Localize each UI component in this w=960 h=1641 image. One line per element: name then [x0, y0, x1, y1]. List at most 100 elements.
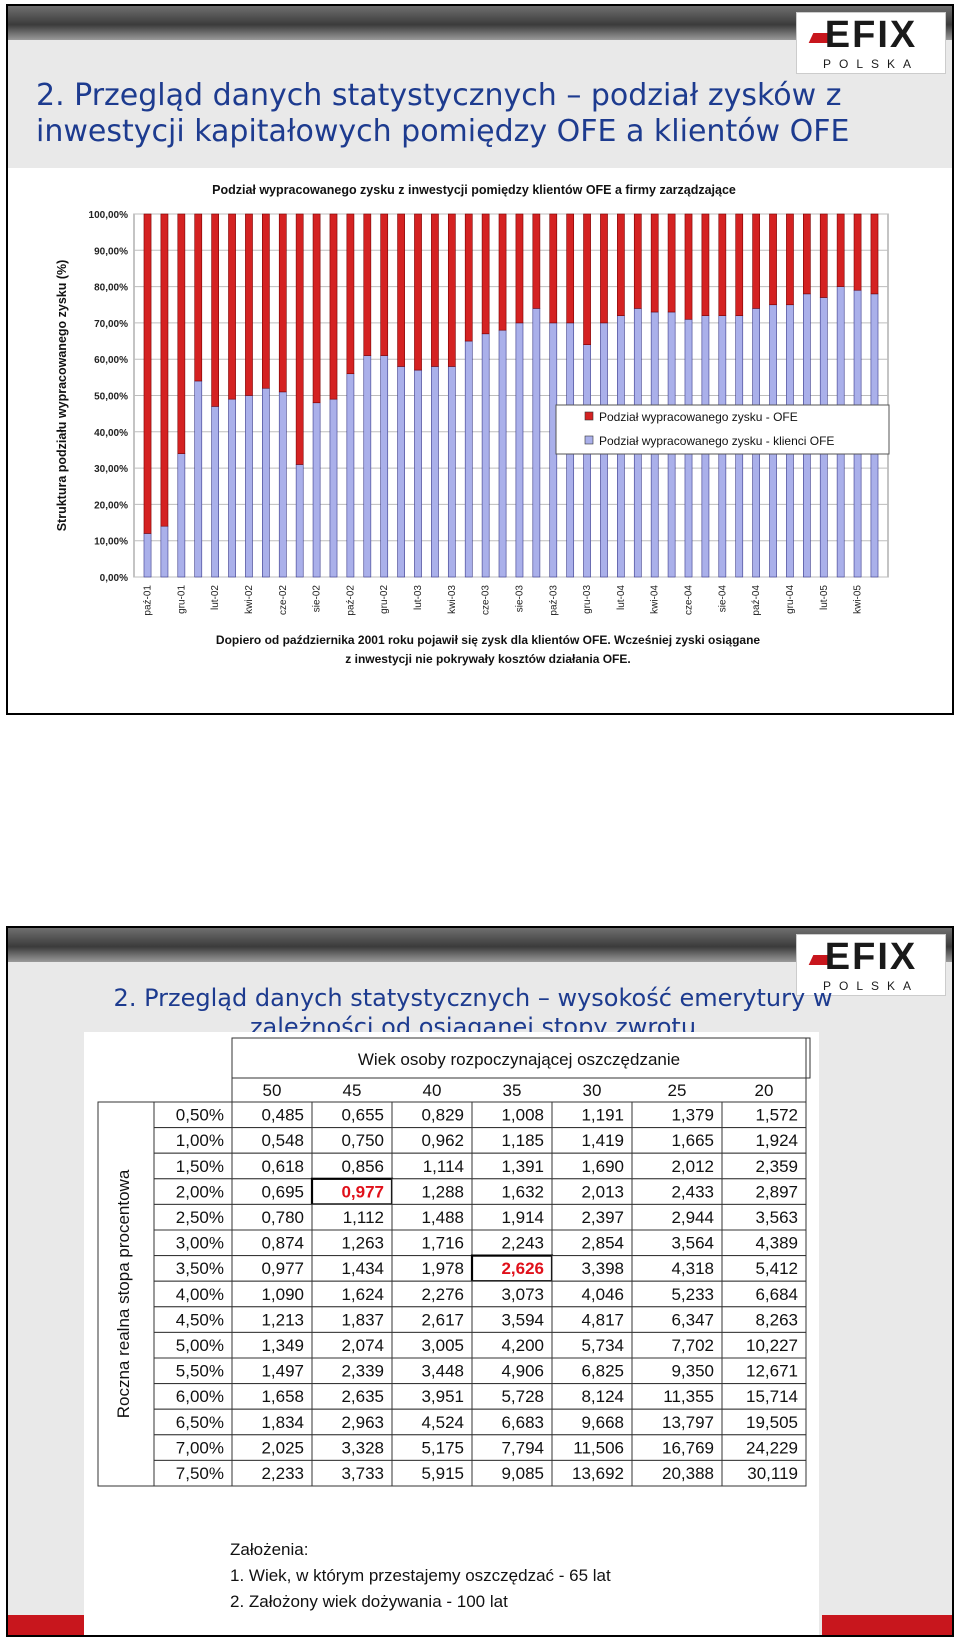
bar-ofe-12 [346, 213, 355, 375]
bar-klienci-21 [498, 329, 507, 578]
bar-klienci-8 [278, 391, 287, 578]
cell-value: 0,485 [261, 1106, 304, 1125]
bar-ofe-33 [701, 213, 710, 316]
x-tick-label: lut-02 [210, 585, 221, 610]
bar-ofe-8 [278, 213, 287, 393]
cell-value: 5,734 [581, 1336, 624, 1355]
bar-ofe-15 [397, 213, 405, 367]
cell-value: 2,944 [671, 1208, 714, 1227]
rate-label: 6,50% [176, 1413, 224, 1432]
x-tick-label: sie-04 [717, 585, 728, 613]
cell-value: 6,825 [581, 1362, 624, 1381]
cell-value: 2,013 [581, 1182, 624, 1201]
bar-ofe-19 [464, 213, 473, 342]
cell-value: 0,829 [421, 1106, 464, 1125]
cell-value: 0,618 [261, 1157, 304, 1176]
table-cell [721, 1357, 807, 1385]
bar-ofe-28 [617, 213, 625, 316]
bar-klienci-12 [346, 373, 355, 578]
profit-split-chart: 0,00% 10,00% 20,00% 30,00% 40,00% 50,00% 60,00… [55, 183, 890, 666]
cell-value: 1,837 [341, 1310, 384, 1329]
table-cell [631, 1127, 723, 1154]
bar-ofe-42 [853, 213, 862, 291]
table-cell [231, 1101, 313, 1129]
bar-klienci-4 [211, 406, 219, 578]
table-cell [631, 1280, 723, 1308]
table-cell [231, 1459, 313, 1487]
table-cell [231, 1408, 313, 1436]
bar-ofe-18 [447, 213, 456, 367]
y-tick-label: 20,00% [94, 500, 128, 511]
cell-value: 2,617 [421, 1310, 464, 1329]
table-cell [721, 1408, 807, 1436]
cell-value: 1,924 [755, 1131, 798, 1150]
cell-value: 9,668 [581, 1413, 624, 1432]
cell-value: 1,379 [671, 1106, 714, 1125]
header-band [8, 6, 952, 40]
cell-value: 1,090 [261, 1285, 304, 1304]
table-cell [391, 1306, 473, 1333]
table-cell [551, 1229, 633, 1257]
bar-ofe-29 [633, 213, 642, 309]
annotation-line-2: z inwestycji nie pokrywały kosztów dział… [345, 652, 630, 666]
chart-legend: Podział wypracowanego zysku - OFE Podział… [555, 404, 890, 455]
bar-ofe-39 [803, 213, 811, 295]
bar-klienci-1 [160, 525, 169, 578]
cell-value: 3,563 [755, 1208, 798, 1227]
cell-value: 2,025 [261, 1438, 304, 1457]
bar-ofe-24 [549, 213, 558, 324]
y-tick-label: 60,00% [94, 355, 128, 366]
y-tick-label: 30,00% [94, 464, 128, 475]
cell-value: 11,506 [573, 1438, 624, 1457]
table-cell [631, 1331, 723, 1359]
bar-klienci-22 [515, 322, 524, 578]
cell-value: 3,073 [501, 1285, 544, 1304]
bar-klienci-10 [312, 402, 321, 578]
footer-accent-right [822, 1615, 952, 1635]
rate-label: 5,50% [176, 1362, 224, 1381]
table-cell [471, 1127, 553, 1154]
cell-value: 5,175 [421, 1438, 464, 1457]
table-cell [721, 1331, 807, 1359]
y-axis-label: Struktura podziału wypracowanego zysku (… [55, 260, 69, 532]
bar-ofe-11 [329, 213, 338, 400]
bar-ofe-1 [160, 213, 169, 527]
column-age-label: 50 [263, 1081, 282, 1100]
rate-cell [153, 1383, 233, 1410]
rate-cell [153, 1357, 233, 1385]
cell-value: 1,914 [501, 1208, 544, 1227]
cell-value: 1,288 [421, 1182, 464, 1201]
bar-ofe-34 [718, 213, 727, 316]
cell-value: 19,505 [746, 1413, 798, 1432]
cell-value: 1,185 [501, 1131, 544, 1150]
cell-value: 1,497 [261, 1362, 304, 1381]
table-cell [311, 1357, 393, 1385]
efix-logo: EFIX POLSKA [796, 12, 946, 74]
x-tick-label: paź-04 [751, 585, 762, 616]
table-cell [391, 1459, 473, 1487]
cell-value: 13,692 [572, 1464, 624, 1483]
table-cell [471, 1203, 553, 1231]
column-header: Wiek osoby rozpoczynającej oszczędzanie [358, 1050, 680, 1069]
y-tick-label: 40,00% [94, 428, 128, 439]
cell-value: 1,665 [671, 1131, 714, 1150]
cell-value: 13,797 [662, 1413, 714, 1432]
table-cell [721, 1383, 807, 1410]
cell-value: 2,397 [581, 1208, 624, 1227]
chart-annotation: Dopiero od października 2001 roku pojawi… [216, 633, 760, 666]
table-cell [721, 1101, 807, 1129]
cell-value: 3,328 [341, 1438, 384, 1457]
bar-ofe-35 [735, 213, 744, 316]
column-age-label: 30 [583, 1081, 602, 1100]
note-item: 2. Założony wiek dożywania - 100 lat [230, 1592, 508, 1611]
rate-label: 2,00% [176, 1182, 224, 1201]
cell-value: 1,191 [581, 1106, 624, 1125]
x-tick-label: paź-03 [548, 585, 559, 616]
bar-klienci-19 [464, 340, 473, 578]
y-tick-label: 90,00% [94, 246, 128, 257]
cell-value: 2,359 [755, 1157, 798, 1176]
table-cell [391, 1229, 473, 1257]
table-cell [721, 1229, 807, 1257]
cell-value: 4,200 [501, 1336, 544, 1355]
cell-value: 5,728 [501, 1387, 544, 1406]
